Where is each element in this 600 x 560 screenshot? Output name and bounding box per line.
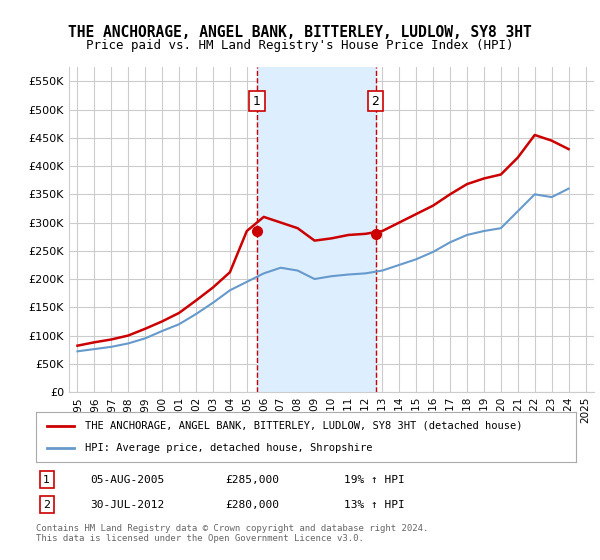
Text: £280,000: £280,000 <box>225 500 279 510</box>
Text: 05-AUG-2005: 05-AUG-2005 <box>90 475 164 485</box>
Text: 1: 1 <box>43 475 50 485</box>
Text: Price paid vs. HM Land Registry's House Price Index (HPI): Price paid vs. HM Land Registry's House … <box>86 39 514 52</box>
Text: 1: 1 <box>253 95 261 108</box>
Bar <box>257 67 376 392</box>
Text: HPI: Average price, detached house, Shropshire: HPI: Average price, detached house, Shro… <box>85 443 372 453</box>
Text: 30-JUL-2012: 30-JUL-2012 <box>90 500 164 510</box>
Text: THE ANCHORAGE, ANGEL BANK, BITTERLEY, LUDLOW, SY8 3HT: THE ANCHORAGE, ANGEL BANK, BITTERLEY, LU… <box>68 25 532 40</box>
Text: £285,000: £285,000 <box>225 475 279 485</box>
Text: 2: 2 <box>43 500 50 510</box>
Text: 13% ↑ HPI: 13% ↑ HPI <box>344 500 404 510</box>
Text: 2: 2 <box>371 95 379 108</box>
Text: THE ANCHORAGE, ANGEL BANK, BITTERLEY, LUDLOW, SY8 3HT (detached house): THE ANCHORAGE, ANGEL BANK, BITTERLEY, LU… <box>85 421 522 431</box>
Text: 19% ↑ HPI: 19% ↑ HPI <box>344 475 404 485</box>
Text: Contains HM Land Registry data © Crown copyright and database right 2024.
This d: Contains HM Land Registry data © Crown c… <box>36 524 428 543</box>
